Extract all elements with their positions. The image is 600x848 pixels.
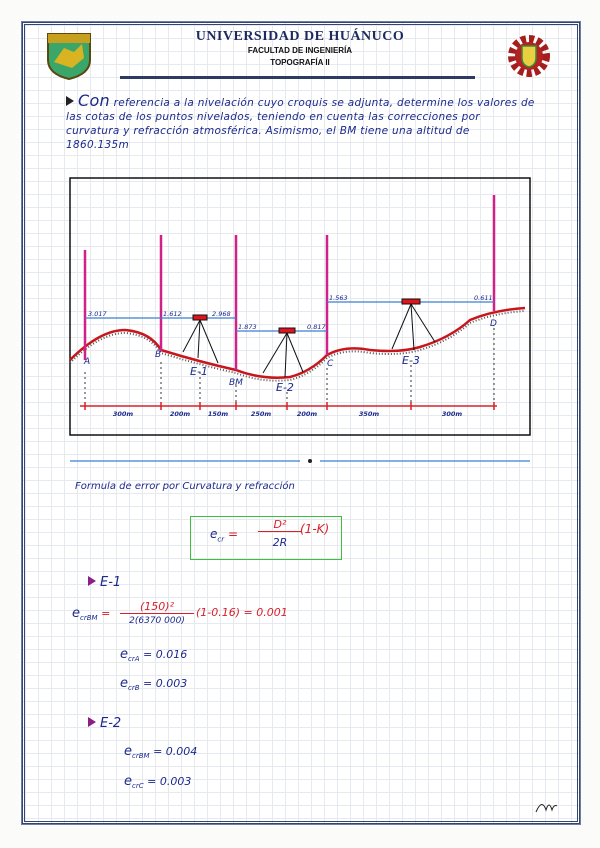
bullet-icon [88, 717, 96, 727]
station-E2: E-2 [276, 381, 294, 394]
e1-bm-denominator: 2(6370 000) [129, 616, 185, 626]
formula-lhs: ecr = [210, 527, 239, 544]
distance-E2-C: 200m [297, 410, 318, 418]
station-E3: E-3 [402, 354, 420, 367]
section-E2: E-2 [88, 716, 121, 731]
formula-title: Formula de error por Curvatura y refracc… [75, 481, 295, 492]
course-name: TOPOGRAFÍA II [270, 58, 330, 67]
reading-BM-back: 2.968 [212, 310, 231, 318]
e1-b-correction: ecrB = 0.003 [120, 676, 188, 693]
point-D: D [490, 319, 497, 329]
faculty-name: FACULTAD DE INGENIERÍA [247, 46, 353, 55]
reading-C-back: 0.817 [307, 323, 326, 331]
instrument-E1 [182, 314, 219, 364]
reading-BM-fore: 1.873 [238, 323, 257, 331]
distance-E3-D: 300m [442, 410, 463, 418]
distance-B-E1: 200m [170, 410, 191, 418]
e2-bm-correction: ecrBM = 0.004 [124, 744, 198, 761]
reading-B: 1.612 [163, 310, 182, 318]
page-frame [22, 22, 580, 824]
formula-factor: (1-K) [300, 522, 330, 536]
distance-A-B: 300m [113, 410, 134, 418]
instrument-E2 [262, 327, 304, 378]
signature-mark [535, 804, 558, 813]
reading-C-fore: 1.563 [329, 294, 348, 302]
university-name: UNIVERSIDAD DE HUÁNUCO [195, 29, 405, 44]
problem-text: referencia a la nivelación cuyo croquis … [66, 97, 535, 151]
reading-A: 3.017 [88, 310, 107, 318]
distance-BM-E2: 250m [251, 410, 272, 418]
faculty-gear-logo [508, 35, 550, 77]
divider-dot [308, 459, 312, 463]
bullet-icon [88, 576, 96, 586]
e1-a-correction: ecrA = 0.016 [120, 647, 188, 664]
station-E1: E-1 [190, 365, 208, 378]
point-BM: BM [229, 378, 243, 388]
point-C: C [327, 359, 334, 369]
terrain-hatch [69, 310, 526, 382]
reading-D: 0.611 [474, 294, 493, 302]
problem-first-word: Con [78, 91, 111, 110]
e2-c-correction: ecrC = 0.003 [124, 774, 192, 791]
point-B: B [155, 350, 161, 360]
university-shield-logo [47, 33, 91, 80]
terrain-profile [69, 306, 526, 379]
e1-bm-numerator: (150)² [120, 600, 194, 614]
e1-bm-lhs: ecrBM = [72, 606, 111, 623]
point-A: A [83, 357, 90, 367]
problem-statement: Con referencia a la nivelación cuyo croq… [66, 91, 536, 152]
distance-E1-BM: 150m [208, 410, 229, 418]
instrument-E3 [391, 298, 436, 351]
header-divider [120, 76, 475, 79]
diagram-frame [69, 177, 531, 436]
bullet-icon [66, 96, 74, 106]
e1-bm-result: (1-0.16) = 0.001 [196, 606, 288, 619]
section-E1: E-1 [88, 575, 121, 590]
formula-box [190, 516, 342, 560]
formula-denominator: 2R [272, 536, 288, 549]
distance-C-E3: 350m [359, 410, 380, 418]
formula-numerator: D² [258, 518, 302, 532]
